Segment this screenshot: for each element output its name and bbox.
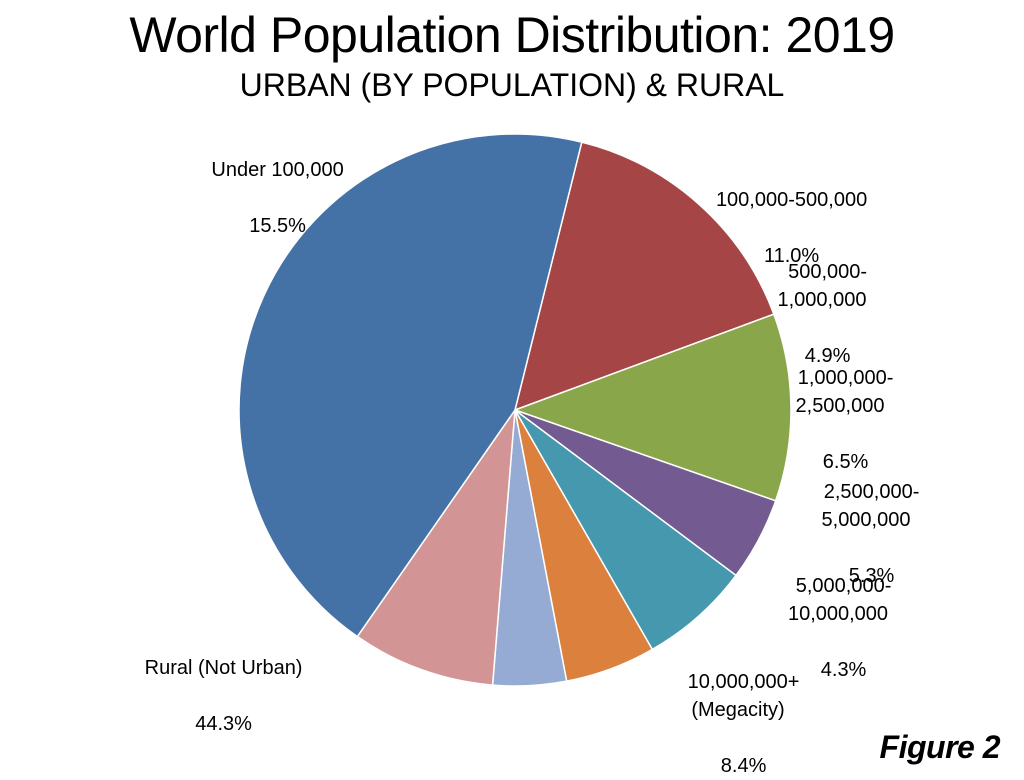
chart-title: World Population Distribution: 2019 [129,7,895,63]
pie-slice-1 [512,313,792,502]
slice-name: 500,000- 1,000,000 [777,261,868,311]
slice-label-under-100000: Under 100,000 15.5% [200,128,343,240]
slice-value: 6.5% [822,451,869,473]
slice-value: 11.0% [763,245,820,267]
slice-value: 44.3% [195,713,252,735]
slice-name: 2,500,000- 5,000,000 [821,481,920,531]
pie-slice-7 [238,133,583,638]
slice-value: 8.4% [720,755,767,777]
slice-value: 5.3% [848,565,895,587]
slice-name: 10,000,000+ (Megacity) [687,671,800,721]
slice-label-100000-500000: 100,000-500,000 11.0% [705,158,867,270]
slice-label-500000-1000000: 500,000- 1,000,000 4.9% [777,230,868,370]
slice-value: 4.9% [804,345,851,367]
slice-value: 15.5% [249,215,306,237]
pie-slice-3 [514,409,738,651]
chart-subtitle: URBAN (BY POPULATION) & RURAL [239,67,785,103]
pie-slice-0 [513,141,775,412]
slice-name: 5,000,000- 10,000,000 [787,575,892,625]
figure-label: Figure 2 [879,729,1001,765]
slice-name: Under 100,000 [211,159,344,181]
slice-name: 100,000-500,000 [715,189,868,211]
slice-label-megacity: 10,000,000+ (Megacity) 8.4% [677,640,800,780]
slice-label-2500000-5000000: 2,500,000- 5,000,000 5.3% [813,450,920,590]
slice-label-1000000-2500000: 1,000,000- 2,500,000 6.5% [787,336,894,476]
pie-slice-6 [356,407,516,686]
slice-name: 1,000,000- 2,500,000 [795,367,894,417]
slice-label-rural: Rural (Not Urban) 44.3% [134,626,303,738]
slice-name: Rural (Not Urban) [144,657,303,679]
slice-label-5000000-10000000: 5,000,000- 10,000,000 4.3% [785,544,892,684]
slice-value: 4.3% [820,659,867,681]
